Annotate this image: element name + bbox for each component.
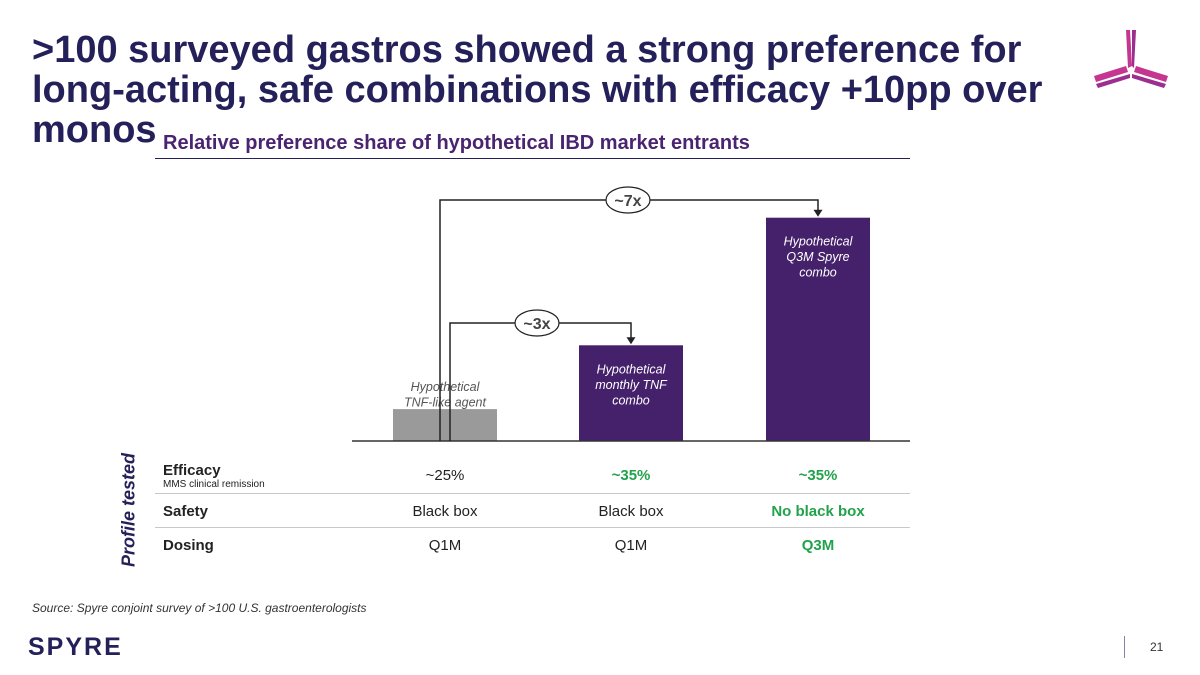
source-note: Source: Spyre conjoint survey of >100 U.… bbox=[32, 601, 367, 615]
spyre-wordmark: SPYRE bbox=[28, 634, 123, 660]
bar-label-3: Hypothetical Q3M Spyre combo bbox=[784, 235, 854, 280]
table-cell: Black box bbox=[412, 503, 478, 520]
bracket-arrow-1 bbox=[626, 337, 636, 345]
bar-2 bbox=[579, 345, 683, 441]
chart-title: Relative preference share of hypothetica… bbox=[163, 132, 750, 154]
row-sublabel: MMS clinical remission bbox=[163, 479, 265, 490]
bar-3 bbox=[766, 217, 870, 441]
svg-text:SPYRE: SPYRE bbox=[28, 634, 123, 660]
row-label-safety: Safety bbox=[163, 503, 209, 520]
table-cell: Q3M bbox=[801, 537, 835, 554]
multiplier-bubble-1 bbox=[514, 309, 560, 337]
bar-1 bbox=[393, 409, 497, 441]
spyre-logo-mark bbox=[1094, 30, 1168, 88]
bracket-arrow-2 bbox=[813, 209, 823, 217]
table-cell: ~25% bbox=[425, 467, 465, 484]
table-cell: ~35% bbox=[798, 467, 838, 484]
table-row-divider bbox=[155, 527, 910, 528]
bar-label-2: Hypothetical monthly TNF combo bbox=[595, 362, 668, 407]
multiplier-bubble-2 bbox=[605, 186, 651, 214]
page-divider bbox=[1124, 636, 1125, 658]
chart-title-rule bbox=[155, 158, 910, 159]
row-label-dosing: Dosing bbox=[163, 537, 214, 554]
profile-tested-label: Profile tested bbox=[118, 452, 139, 568]
table-cell: Q1M bbox=[614, 537, 648, 554]
table-cell: Black box bbox=[598, 503, 664, 520]
multiplier-label-2: ~7x bbox=[614, 193, 641, 210]
page-number: 21 bbox=[1150, 640, 1164, 654]
table-row-divider bbox=[155, 493, 910, 494]
table-cell: No black box bbox=[771, 503, 865, 520]
multiplier-label-1: ~3x bbox=[523, 316, 550, 333]
row-label-efficacy: Efficacy bbox=[163, 462, 221, 479]
table-cell: Q1M bbox=[428, 537, 462, 554]
slide-title: >100 surveyed gastros showed a strong pr… bbox=[32, 29, 1043, 151]
table-cell: ~35% bbox=[611, 467, 651, 484]
bar-label-1: Hypothetical TNF-like agent bbox=[404, 380, 486, 410]
